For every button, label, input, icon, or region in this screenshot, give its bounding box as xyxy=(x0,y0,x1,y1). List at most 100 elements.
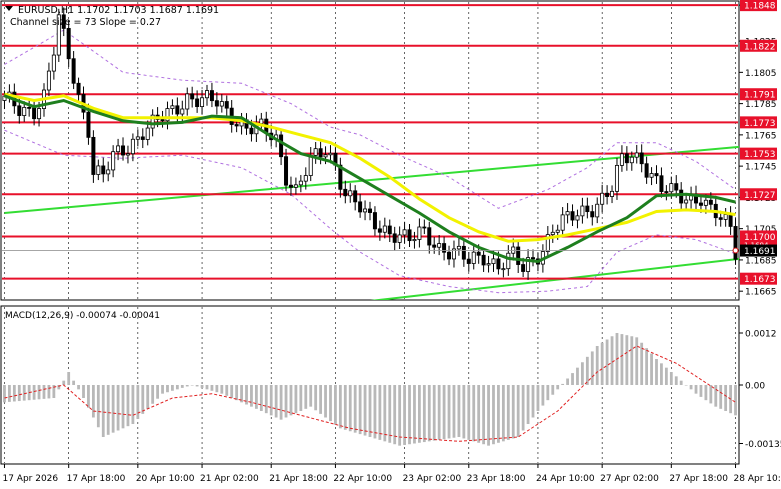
candle xyxy=(165,101,170,130)
candle-body xyxy=(565,211,570,216)
candle-body xyxy=(234,124,239,127)
macd-histogram-bar xyxy=(47,385,51,399)
macd-histogram-bar xyxy=(679,380,683,385)
candle xyxy=(140,128,145,149)
macd-histogram-bar xyxy=(541,385,545,406)
price-axis: 1.18481.18251.18051.17851.17651.17451.17… xyxy=(739,0,777,298)
current-price-label: 1.1691 xyxy=(740,244,777,257)
macd-histogram-bar xyxy=(52,385,56,398)
candle-body xyxy=(555,229,560,233)
candle-body xyxy=(634,152,639,158)
level-label: 1.1727 xyxy=(740,188,777,201)
candle-body xyxy=(279,134,284,158)
candle-body xyxy=(600,192,605,205)
candle-body xyxy=(501,268,506,271)
macd-histogram-bar xyxy=(467,385,471,440)
macd-histogram-bar xyxy=(427,385,431,442)
level-label-box xyxy=(740,116,777,129)
candle xyxy=(279,129,284,166)
macd-histogram-bar xyxy=(57,385,61,390)
macd-histogram-bar xyxy=(72,380,76,385)
current-price-text: 1.1691 xyxy=(744,247,776,257)
level-label-text: 1.1848 xyxy=(744,2,776,12)
candle xyxy=(397,226,402,250)
candle xyxy=(76,77,81,103)
macd-histogram-bar xyxy=(655,359,658,385)
candle xyxy=(456,238,461,256)
candle xyxy=(619,145,624,172)
candle xyxy=(190,86,195,108)
candle xyxy=(66,19,71,68)
candle xyxy=(447,245,452,266)
macd-histogram-bar xyxy=(264,385,268,414)
macd-histogram-bar xyxy=(37,385,41,400)
candle-body xyxy=(442,243,447,253)
candle-body xyxy=(116,145,121,153)
candle-body xyxy=(511,246,516,254)
candle-body xyxy=(318,148,323,158)
candle-body xyxy=(160,119,165,122)
candle xyxy=(101,157,106,183)
macd-histogram-bar xyxy=(650,353,653,385)
candle-body xyxy=(298,180,303,186)
collapse-arrow-icon[interactable] xyxy=(5,6,13,11)
candle-body xyxy=(733,226,738,260)
level-label-box xyxy=(740,0,777,12)
macd-histogram-bar xyxy=(17,385,21,402)
level-label-box xyxy=(740,188,777,201)
candle-body xyxy=(684,199,689,204)
macd-histogram-bar xyxy=(259,385,263,411)
macd-histogram-bar xyxy=(215,385,219,393)
macd-histogram-bar xyxy=(269,385,273,416)
macd-histogram-bar xyxy=(561,383,565,385)
macd-histogram-bar xyxy=(610,336,614,385)
level-label-box xyxy=(740,39,777,52)
macd-histogram-bar xyxy=(22,385,26,401)
candle-body xyxy=(382,225,387,233)
macd-histogram-bar xyxy=(452,385,456,438)
macd-histogram-bar xyxy=(3,385,6,403)
macd-histogram-bar xyxy=(482,385,486,445)
candle-body xyxy=(308,155,313,176)
macd-title: MACD(12,26,9) -0.00074 -0.00041 xyxy=(5,311,160,321)
macd-histogram-bar xyxy=(640,342,644,385)
macd-histogram-bar xyxy=(82,385,85,398)
candle-body xyxy=(659,175,664,192)
candle xyxy=(590,204,595,226)
candle xyxy=(170,99,175,115)
macd-histogram-bar xyxy=(329,385,332,422)
candle xyxy=(575,209,580,229)
candle-body xyxy=(86,111,91,138)
candle-body xyxy=(209,90,214,102)
candle-body xyxy=(698,202,703,206)
candle xyxy=(733,218,738,265)
candle xyxy=(46,62,51,97)
candle xyxy=(516,240,521,273)
candle-body xyxy=(27,106,32,109)
time-label: 23 Apr 18:00 xyxy=(467,474,526,484)
candle xyxy=(432,237,437,254)
candle-body xyxy=(629,156,634,164)
candle xyxy=(565,203,570,224)
candle xyxy=(585,197,590,219)
candle-body xyxy=(17,105,22,116)
candle-body xyxy=(259,118,264,125)
candle xyxy=(130,133,135,162)
macd-histogram-bar xyxy=(225,385,229,396)
level-label-box xyxy=(740,88,777,101)
candle xyxy=(629,151,634,171)
level-label: 1.1673 xyxy=(740,272,777,285)
macd-histogram-bar xyxy=(694,385,698,394)
bollinger-upper-band xyxy=(4,29,736,209)
candle-body xyxy=(674,183,679,191)
macd-histogram-bar xyxy=(398,385,402,446)
macd-histogram-bar xyxy=(62,380,66,385)
macd-histogram-bar xyxy=(319,385,323,414)
macd-histogram-bar xyxy=(566,378,569,385)
candle xyxy=(121,137,126,161)
price-tick-label: 1.1785 xyxy=(745,100,777,110)
time-axis: 17 Apr 2026 17 Apr 18:00 20 Apr 10:00 21 Ap… xyxy=(2,464,781,484)
macd-histogram-bar xyxy=(734,385,737,416)
candle xyxy=(338,157,343,198)
